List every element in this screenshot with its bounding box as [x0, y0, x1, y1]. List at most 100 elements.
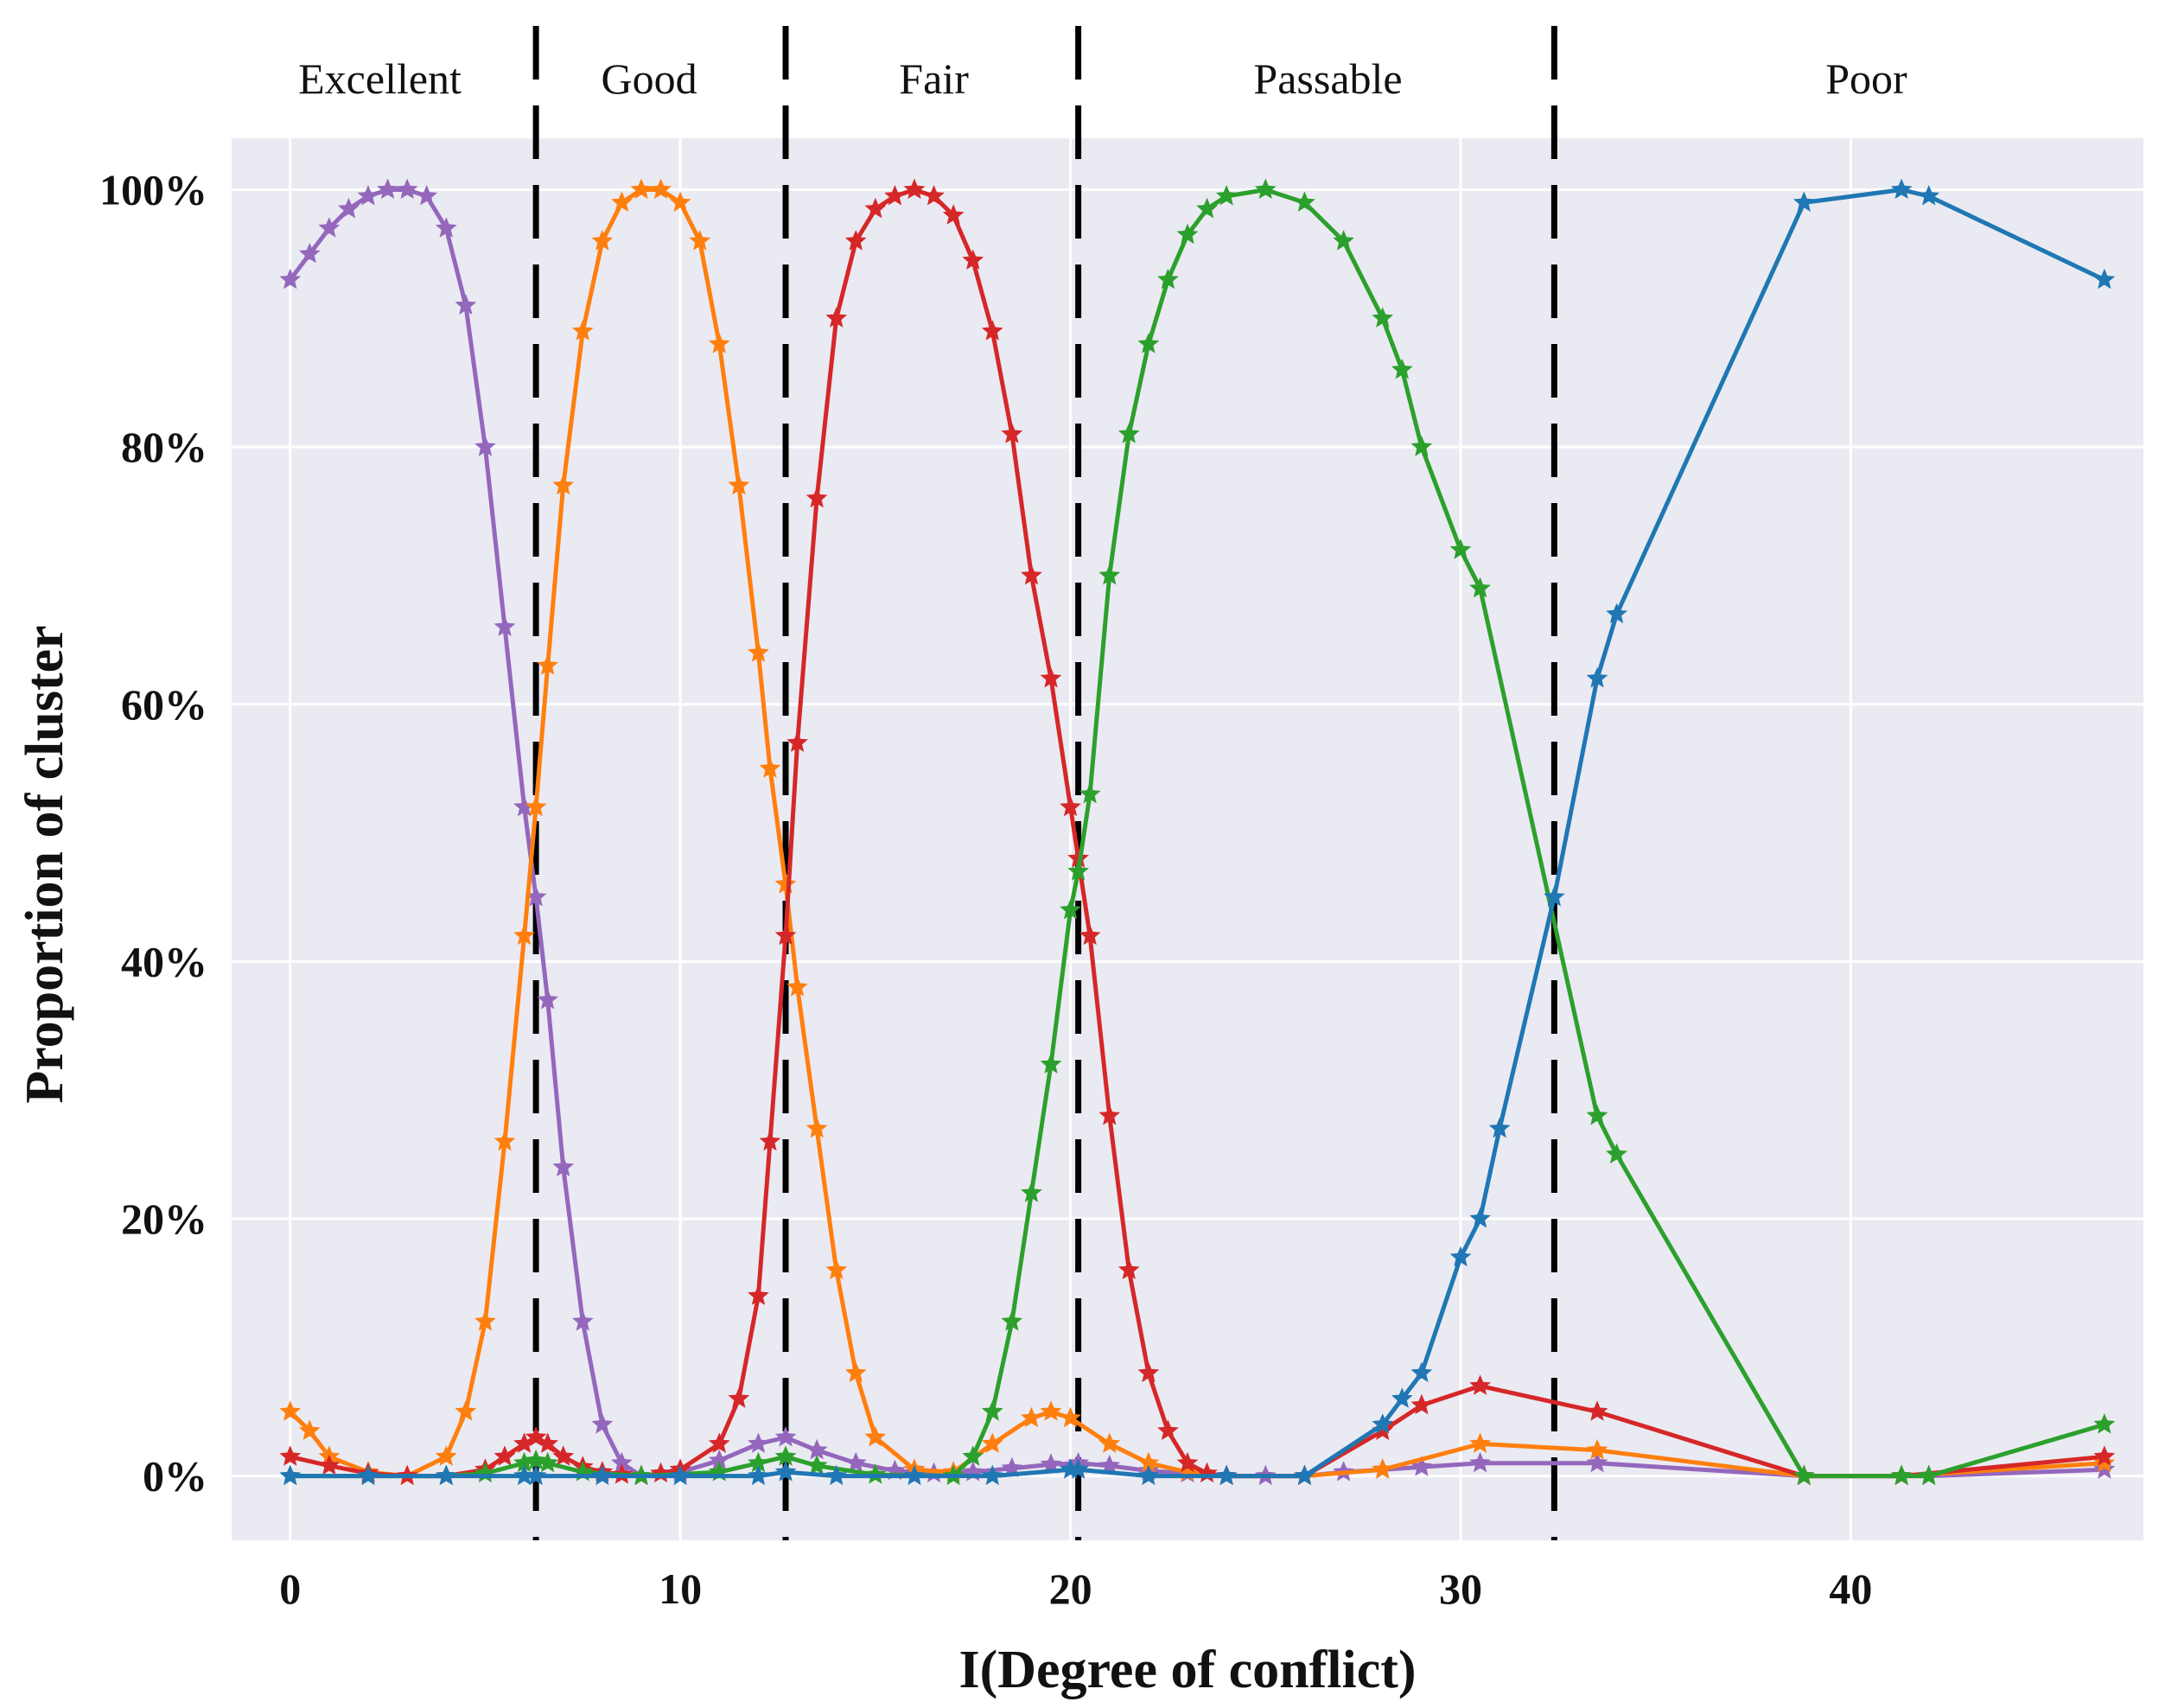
data-point-marker	[435, 1464, 457, 1486]
data-point-marker	[748, 641, 769, 662]
data-point-marker	[1410, 1393, 1433, 1415]
data-point-marker	[864, 1463, 887, 1484]
data-point-marker	[1372, 307, 1394, 328]
data-point-marker	[708, 1449, 730, 1470]
data-point-marker	[1001, 423, 1023, 443]
data-point-marker	[981, 1400, 1003, 1421]
data-point-marker	[357, 185, 379, 206]
data-point-marker	[1098, 1432, 1121, 1453]
region-label-fair: Fair	[899, 54, 969, 103]
data-point-marker	[1586, 1438, 1608, 1460]
data-point-marker	[1079, 924, 1101, 946]
data-point-marker	[513, 1464, 535, 1486]
data-point-marker	[962, 249, 984, 270]
data-point-marker	[493, 1130, 516, 1151]
region-label-excellent: Excellent	[298, 54, 462, 103]
data-point-marker	[591, 1464, 614, 1486]
data-point-marker	[1098, 564, 1121, 585]
data-point-marker	[377, 178, 398, 199]
data-point-marker	[708, 1432, 730, 1453]
region-labels: Excellent Good Fair Passable Poor	[298, 54, 1907, 103]
data-point-marker	[1118, 423, 1140, 443]
data-point-marker	[774, 924, 797, 946]
data-point-marker	[1410, 436, 1433, 456]
y-axis-title: Proportion of cluster	[16, 625, 74, 1103]
data-point-marker	[759, 1130, 781, 1151]
data-point-marker	[1040, 1453, 1062, 1474]
region-label-good: Good	[601, 54, 697, 103]
y-tick-label: 60%	[121, 680, 207, 729]
data-point-marker	[493, 615, 516, 636]
data-point-marker	[611, 191, 633, 212]
data-point-marker	[2093, 1445, 2116, 1466]
x-tick-label: 0	[279, 1565, 301, 1613]
data-point-marker	[903, 1464, 926, 1486]
data-point-marker	[728, 1387, 750, 1408]
data-point-marker	[513, 795, 535, 817]
data-point-marker	[1586, 1451, 1608, 1473]
data-point-marker	[357, 1464, 379, 1486]
data-point-marker	[537, 989, 558, 1010]
data-point-marker	[1294, 1464, 1315, 1486]
data-point-marker	[903, 178, 926, 199]
data-point-marker	[1410, 1456, 1433, 1476]
data-point-marker	[1021, 564, 1042, 585]
data-point-marker	[279, 1464, 302, 1486]
data-point-marker	[1469, 1451, 1491, 1473]
data-point-marker	[1040, 1400, 1062, 1421]
data-point-marker	[1060, 1406, 1081, 1428]
data-point-marker	[1040, 1053, 1062, 1074]
data-point-marker	[981, 1464, 1003, 1486]
data-point-marker	[1196, 197, 1218, 219]
data-point-marker	[1586, 667, 1608, 688]
x-axis-ticks: 0 10 20 30 40	[279, 1565, 1872, 1613]
data-point-marker	[298, 242, 321, 264]
grid-layer	[232, 138, 2143, 1540]
data-point-marker	[279, 1445, 302, 1466]
data-point-marker	[923, 185, 945, 206]
data-point-marker	[1176, 1451, 1199, 1473]
data-point-marker	[1157, 1419, 1179, 1440]
x-tick-label: 20	[1049, 1565, 1092, 1613]
series-layer	[279, 178, 2116, 1486]
data-point-marker	[1544, 886, 1565, 907]
plot-area	[232, 138, 2143, 1540]
data-point-marker	[1021, 1406, 1042, 1428]
y-tick-label: 80%	[121, 423, 207, 471]
data-point-marker	[748, 1451, 769, 1473]
data-point-marker	[2093, 1458, 2116, 1479]
data-point-marker	[1469, 1432, 1491, 1453]
data-point-marker	[825, 1259, 848, 1279]
data-point-marker	[525, 886, 547, 907]
data-point-marker	[537, 654, 558, 675]
data-point-marker	[806, 1454, 828, 1475]
data-point-marker	[1176, 223, 1199, 245]
data-point-marker	[1098, 1454, 1121, 1475]
data-point-marker	[689, 230, 711, 251]
data-point-marker	[1586, 1104, 1608, 1125]
data-point-marker	[571, 1310, 594, 1331]
data-point-marker	[1215, 1464, 1238, 1486]
data-point-marker	[1606, 602, 1627, 624]
data-point-marker	[537, 1451, 558, 1473]
data-point-marker	[1469, 1208, 1491, 1228]
data-point-marker	[1021, 1182, 1042, 1202]
series-line-poor	[288, 188, 2107, 1479]
y-tick-label: 100%	[99, 166, 207, 214]
data-point-marker	[884, 185, 906, 206]
data-point-marker	[1137, 1451, 1160, 1473]
data-point-marker	[525, 795, 547, 817]
data-point-marker	[1333, 230, 1354, 251]
data-point-marker	[806, 487, 828, 508]
data-point-marker	[1067, 1458, 1089, 1479]
data-point-marker	[435, 1445, 457, 1466]
data-point-marker	[279, 1400, 302, 1421]
data-point-marker	[844, 1361, 867, 1383]
data-point-marker	[474, 1310, 496, 1331]
data-point-marker	[513, 1432, 535, 1453]
data-point-marker	[1449, 539, 1472, 559]
data-point-marker	[1918, 1464, 1940, 1486]
data-point-marker	[650, 178, 672, 199]
data-point-marker	[774, 1461, 797, 1482]
data-point-marker	[669, 191, 691, 212]
